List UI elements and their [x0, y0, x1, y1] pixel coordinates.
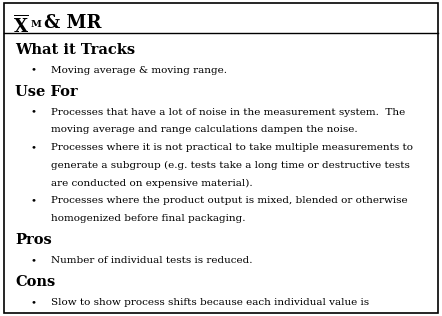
Text: •: • — [31, 108, 37, 117]
Text: Moving average & moving range.: Moving average & moving range. — [51, 66, 227, 75]
Text: homogenized before final packaging.: homogenized before final packaging. — [51, 214, 245, 223]
Text: & MR: & MR — [44, 14, 102, 32]
FancyBboxPatch shape — [4, 3, 438, 313]
Text: generate a subgroup (e.g. tests take a long time or destructive tests: generate a subgroup (e.g. tests take a l… — [51, 161, 410, 170]
Text: •: • — [31, 256, 37, 265]
Text: •: • — [31, 196, 37, 205]
Text: Processes that have a lot of noise in the measurement system.  The: Processes that have a lot of noise in th… — [51, 108, 405, 117]
Text: Cons: Cons — [15, 275, 56, 289]
Text: Processes where it is not practical to take multiple measurements to: Processes where it is not practical to t… — [51, 143, 413, 152]
Text: Number of individual tests is reduced.: Number of individual tests is reduced. — [51, 256, 252, 265]
Text: Use For: Use For — [15, 85, 78, 99]
Text: are conducted on expensive material).: are conducted on expensive material). — [51, 179, 252, 188]
Text: Slow to show process shifts because each individual value is: Slow to show process shifts because each… — [51, 298, 369, 307]
Text: $\mathregular{_M}$: $\mathregular{_M}$ — [30, 16, 42, 30]
Text: What it Tracks: What it Tracks — [15, 43, 136, 57]
Text: •: • — [31, 298, 37, 307]
Text: $\mathregular{\overline{X}}$: $\mathregular{\overline{X}}$ — [13, 14, 29, 36]
Text: Pros: Pros — [15, 233, 52, 247]
Text: Processes where the product output is mixed, blended or otherwise: Processes where the product output is mi… — [51, 196, 408, 205]
Text: moving average and range calculations dampen the noise.: moving average and range calculations da… — [51, 125, 358, 134]
Text: •: • — [31, 143, 37, 152]
Text: •: • — [31, 66, 37, 75]
